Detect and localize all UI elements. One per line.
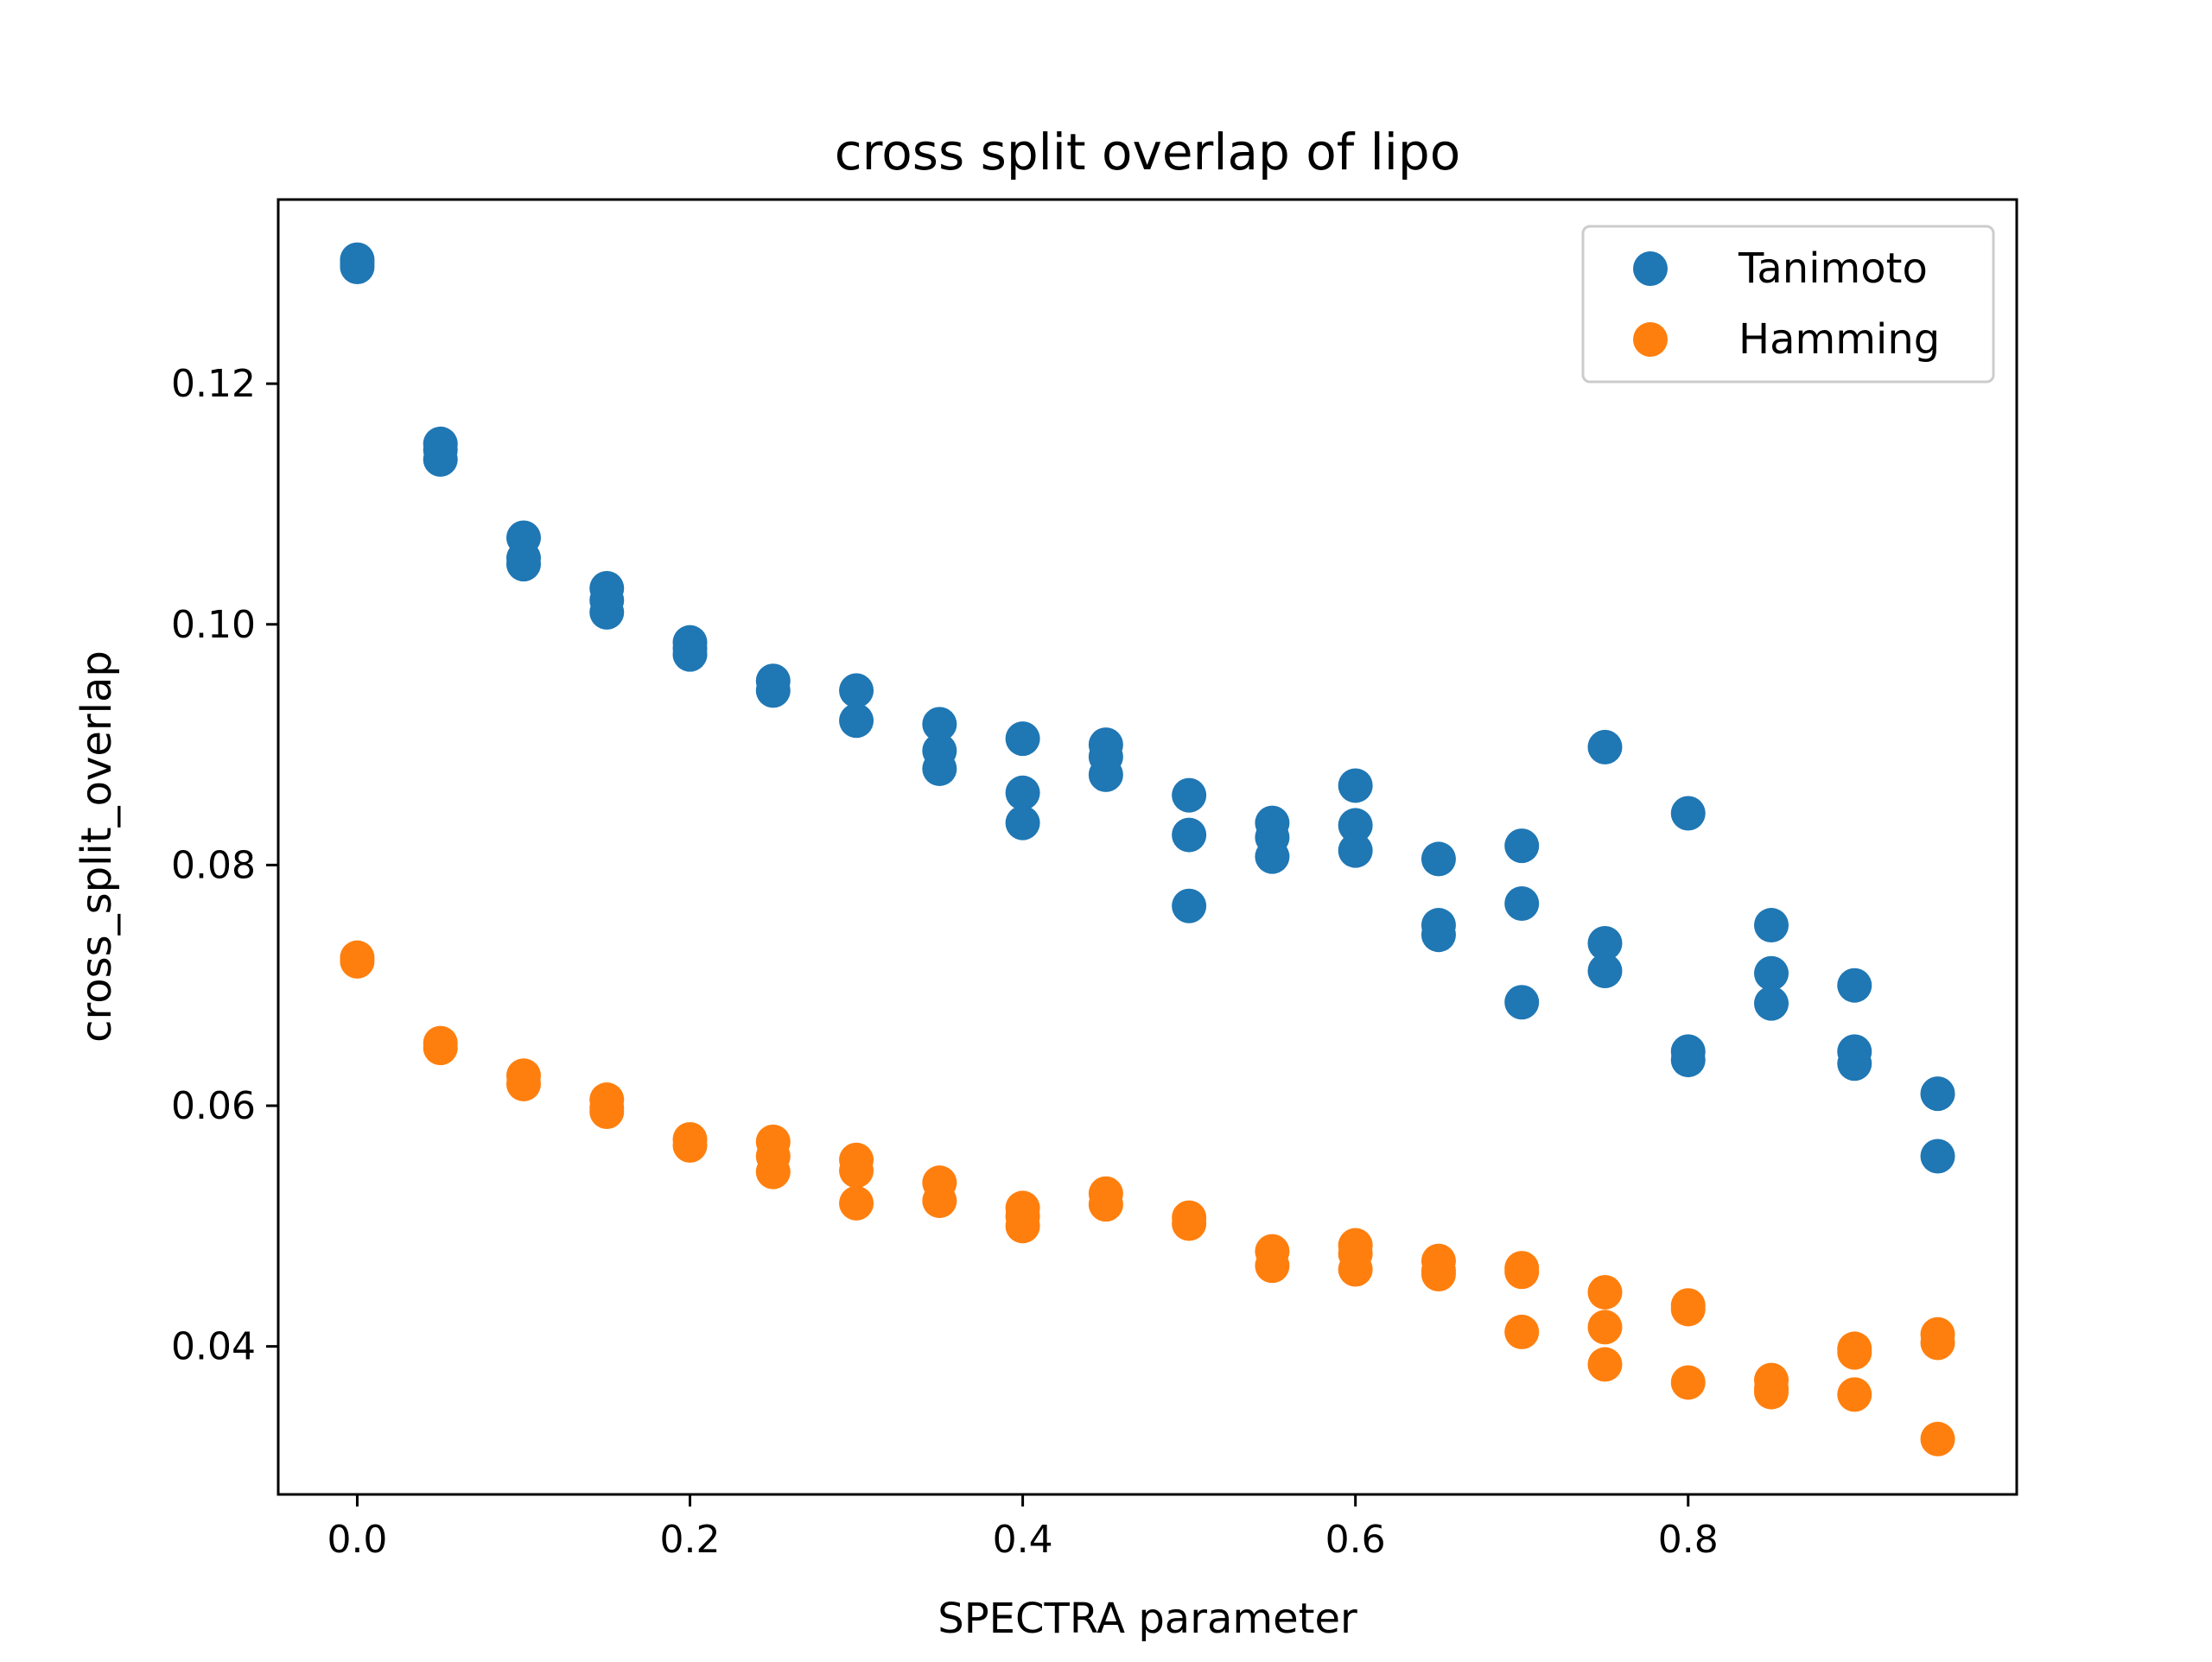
legend-box bbox=[1581, 225, 1995, 384]
data-point-hamming bbox=[1920, 1325, 1955, 1361]
x-tick-label: 0.8 bbox=[1658, 1518, 1719, 1562]
data-point-hamming bbox=[1587, 1347, 1623, 1382]
data-point-tanimoto bbox=[755, 673, 791, 708]
y-tick-label: 0.06 bbox=[171, 1084, 256, 1128]
data-point-tanimoto bbox=[1421, 841, 1456, 877]
data-point-tanimoto bbox=[839, 703, 874, 739]
data-point-tanimoto bbox=[922, 751, 957, 786]
y-axis-label: cross_split_overlap bbox=[73, 650, 121, 1043]
data-point-hamming bbox=[505, 1066, 541, 1101]
legend: Tanimoto Hamming bbox=[1581, 225, 1995, 384]
data-point-hamming bbox=[755, 1154, 791, 1189]
y-tick-label: 0.08 bbox=[171, 843, 256, 887]
data-point-hamming bbox=[1504, 1314, 1540, 1349]
data-point-hamming bbox=[1504, 1254, 1540, 1290]
data-point-hamming bbox=[1421, 1257, 1456, 1292]
data-point-hamming bbox=[1837, 1377, 1872, 1412]
data-point-hamming bbox=[1587, 1274, 1623, 1310]
data-point-tanimoto bbox=[922, 707, 957, 742]
data-point-tanimoto bbox=[1421, 917, 1456, 953]
y-tick-label: 0.10 bbox=[171, 603, 256, 647]
data-point-hamming bbox=[1088, 1187, 1123, 1222]
data-point-tanimoto bbox=[1504, 885, 1540, 921]
data-point-tanimoto bbox=[1172, 777, 1207, 813]
data-point-hamming bbox=[423, 1031, 458, 1066]
data-point-hamming bbox=[1837, 1335, 1872, 1370]
data-point-tanimoto bbox=[1088, 757, 1123, 792]
data-point-hamming bbox=[839, 1153, 874, 1189]
data-point-tanimoto bbox=[1338, 808, 1373, 843]
data-point-hamming bbox=[922, 1183, 957, 1219]
data-point-hamming bbox=[1754, 1374, 1789, 1410]
y-tick-label: 0.12 bbox=[171, 362, 256, 406]
data-point-tanimoto bbox=[1920, 1139, 1955, 1174]
legend-marker-tanimoto bbox=[1633, 251, 1668, 286]
data-point-tanimoto bbox=[423, 441, 458, 477]
data-point-tanimoto bbox=[1837, 967, 1872, 1003]
data-point-tanimoto bbox=[589, 594, 625, 630]
x-tick-label: 0.0 bbox=[327, 1518, 387, 1562]
data-point-tanimoto bbox=[672, 637, 708, 672]
data-point-tanimoto bbox=[505, 547, 541, 582]
x-tick-label: 0.6 bbox=[1325, 1518, 1386, 1562]
data-point-tanimoto bbox=[1587, 925, 1623, 961]
data-point-hamming bbox=[1670, 1365, 1706, 1400]
data-point-tanimoto bbox=[1005, 775, 1040, 810]
x-axis-ticks: 0.0 0.2 0.4 0.6 0.8 bbox=[327, 1494, 1719, 1562]
plot-frame bbox=[276, 198, 2018, 1496]
data-point-tanimoto bbox=[1005, 805, 1040, 841]
data-point-tanimoto bbox=[1005, 721, 1040, 757]
data-point-tanimoto bbox=[1670, 1043, 1706, 1078]
x-tick-label: 0.2 bbox=[660, 1518, 721, 1562]
data-point-hamming bbox=[1920, 1421, 1955, 1456]
data-point-tanimoto bbox=[340, 250, 375, 285]
data-point-tanimoto bbox=[839, 673, 874, 708]
legend-label-hamming: Hamming bbox=[1738, 315, 1940, 364]
data-point-hamming bbox=[589, 1094, 625, 1129]
data-point-tanimoto bbox=[1172, 817, 1207, 853]
data-point-hamming bbox=[1005, 1208, 1040, 1244]
data-points bbox=[340, 242, 1955, 1456]
legend-marker-hamming bbox=[1633, 322, 1668, 357]
legend-label-tanimoto: Tanimoto bbox=[1738, 244, 1928, 293]
data-point-tanimoto bbox=[1504, 985, 1540, 1020]
data-point-tanimoto bbox=[1754, 955, 1789, 991]
data-point-tanimoto bbox=[1920, 1076, 1955, 1112]
data-point-hamming bbox=[1670, 1291, 1706, 1327]
data-point-hamming bbox=[1172, 1206, 1207, 1241]
y-axis-ticks: 0.04 0.06 0.08 0.10 0.12 bbox=[171, 362, 278, 1369]
y-tick-label: 0.04 bbox=[171, 1325, 256, 1369]
data-point-hamming bbox=[839, 1185, 874, 1221]
data-point-hamming bbox=[1255, 1248, 1290, 1284]
data-point-tanimoto bbox=[1754, 986, 1789, 1021]
data-point-tanimoto bbox=[1338, 768, 1373, 803]
data-point-tanimoto bbox=[1338, 833, 1373, 868]
data-point-hamming bbox=[1587, 1310, 1623, 1345]
data-point-tanimoto bbox=[1255, 839, 1290, 874]
x-axis-label: SPECTRA parameter bbox=[938, 1595, 1357, 1643]
chart-title: cross split overlap of lipo bbox=[835, 123, 1460, 181]
data-point-tanimoto bbox=[1754, 908, 1789, 943]
data-point-hamming bbox=[340, 943, 375, 979]
data-point-tanimoto bbox=[1504, 828, 1540, 864]
data-point-tanimoto bbox=[1587, 953, 1623, 988]
data-point-hamming bbox=[672, 1127, 708, 1163]
data-point-tanimoto bbox=[1172, 888, 1207, 923]
data-point-hamming bbox=[1338, 1252, 1373, 1287]
data-point-tanimoto bbox=[1670, 796, 1706, 831]
x-tick-label: 0.4 bbox=[993, 1518, 1053, 1562]
data-point-tanimoto bbox=[1587, 729, 1623, 764]
data-point-tanimoto bbox=[1837, 1046, 1872, 1082]
